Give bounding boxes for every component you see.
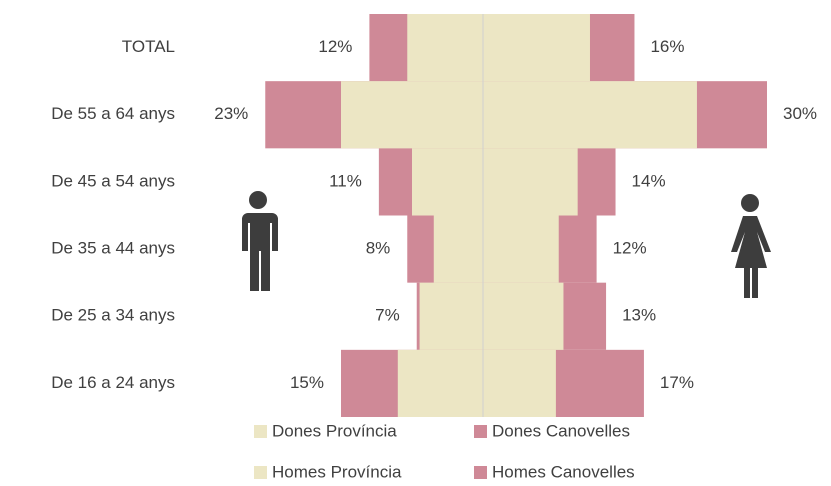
bar <box>483 148 578 216</box>
legend-swatch <box>254 466 267 479</box>
data-label: 13% <box>622 306 656 325</box>
data-label: 7% <box>375 306 400 325</box>
bar <box>483 215 559 283</box>
category-label: TOTAL <box>122 37 175 56</box>
category-label: De 45 a 54 anys <box>51 171 175 190</box>
bar <box>483 282 564 350</box>
bar <box>412 148 483 216</box>
bar <box>419 282 483 350</box>
legend-label: Dones Província <box>272 421 397 440</box>
data-label: 23% <box>214 104 248 123</box>
category-label: De 35 a 44 anys <box>51 239 175 258</box>
data-label: 16% <box>650 37 684 56</box>
bar <box>407 14 483 82</box>
category-label: De 55 a 64 anys <box>51 104 175 123</box>
category-label: De 16 a 24 anys <box>51 373 175 392</box>
data-label: 14% <box>632 171 666 190</box>
woman-icon <box>731 194 771 298</box>
legend-swatch <box>474 425 487 438</box>
data-label: 12% <box>318 37 352 56</box>
bar <box>483 14 590 82</box>
bar <box>483 81 697 149</box>
data-label: 8% <box>366 239 391 258</box>
data-label: 12% <box>613 239 647 258</box>
legend-swatch <box>474 466 487 479</box>
legend-label: Homes Província <box>272 462 402 481</box>
bar <box>483 349 556 417</box>
legend-label: Dones Canovelles <box>492 421 630 440</box>
man-icon <box>242 191 278 291</box>
bar <box>397 349 483 417</box>
legend-swatch <box>254 425 267 438</box>
bar <box>433 215 483 283</box>
data-label: 17% <box>660 373 694 392</box>
data-label: 15% <box>290 373 324 392</box>
category-label: De 25 a 34 anys <box>51 306 175 325</box>
bar <box>341 81 483 149</box>
data-label: 30% <box>783 104 817 123</box>
data-label: 11% <box>329 171 362 190</box>
legend-label: Homes Canovelles <box>492 462 635 481</box>
